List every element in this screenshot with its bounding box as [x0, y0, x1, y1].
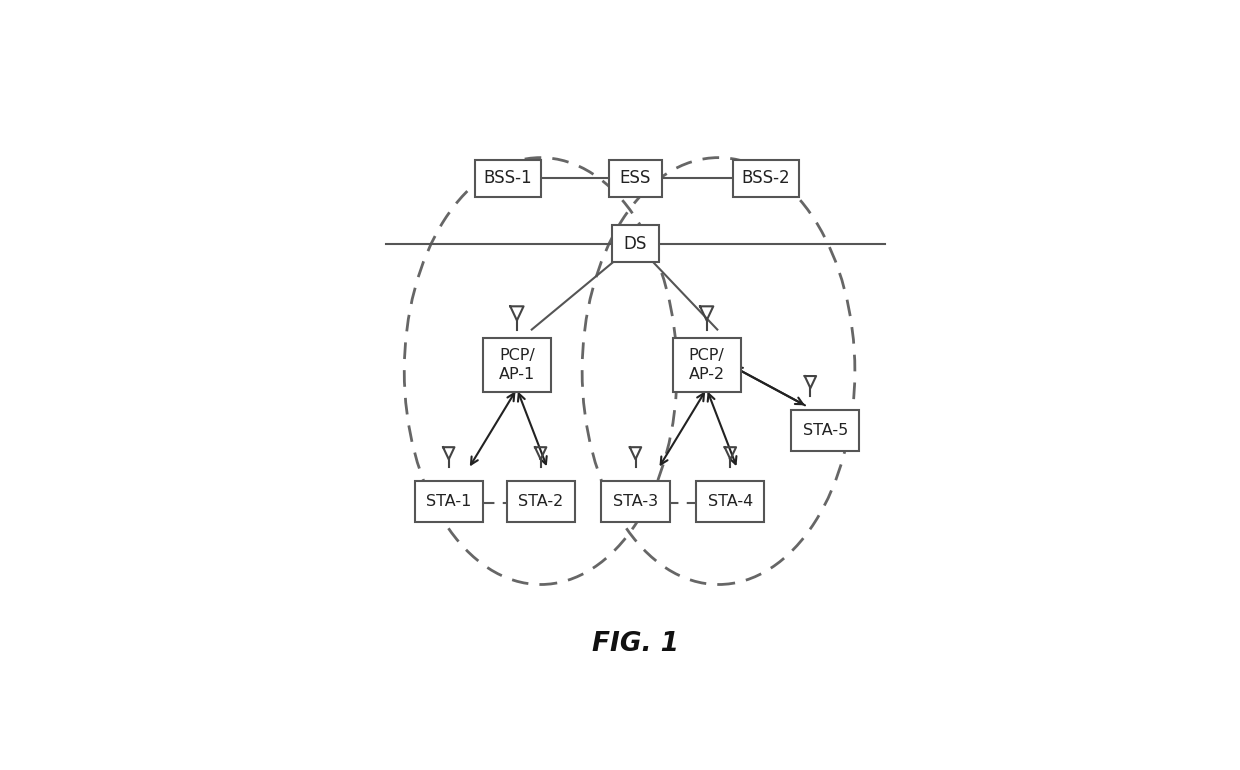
Text: STA-4: STA-4	[708, 494, 753, 509]
Text: PCP/
AP-2: PCP/ AP-2	[688, 348, 724, 382]
Text: ESS: ESS	[620, 169, 651, 187]
Text: FIG. 1: FIG. 1	[591, 631, 680, 657]
FancyBboxPatch shape	[609, 160, 662, 197]
Text: BSS-1: BSS-1	[484, 169, 532, 187]
FancyBboxPatch shape	[733, 160, 799, 197]
Text: STA-1: STA-1	[427, 494, 471, 509]
Text: STA-3: STA-3	[613, 494, 658, 509]
FancyBboxPatch shape	[697, 481, 764, 521]
FancyBboxPatch shape	[482, 339, 551, 392]
FancyBboxPatch shape	[611, 225, 660, 262]
Text: STA-2: STA-2	[518, 494, 563, 509]
Text: BSS-2: BSS-2	[742, 169, 790, 187]
FancyBboxPatch shape	[475, 160, 541, 197]
Text: PCP/
AP-1: PCP/ AP-1	[498, 348, 534, 382]
FancyBboxPatch shape	[507, 481, 574, 521]
FancyBboxPatch shape	[672, 339, 740, 392]
Text: DS: DS	[624, 235, 647, 253]
FancyBboxPatch shape	[414, 481, 482, 521]
FancyBboxPatch shape	[791, 410, 859, 450]
FancyBboxPatch shape	[601, 481, 670, 521]
Text: STA-5: STA-5	[802, 423, 848, 438]
